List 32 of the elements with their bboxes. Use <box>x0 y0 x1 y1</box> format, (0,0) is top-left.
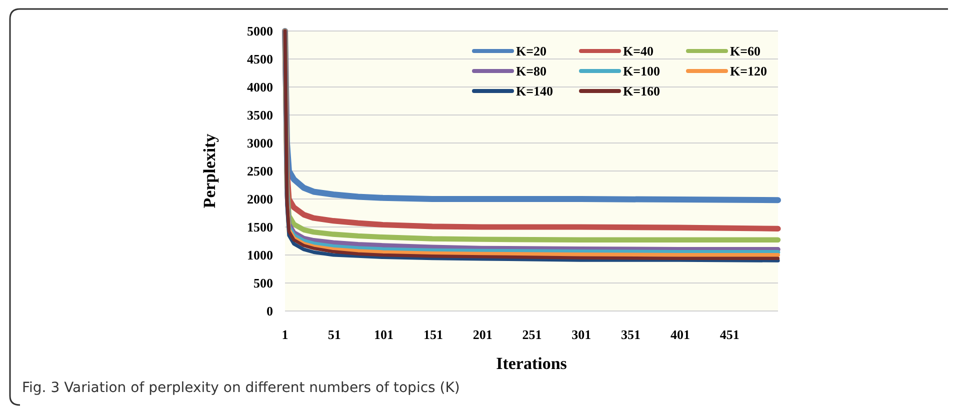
y-axis-title: Perplexity <box>200 133 219 208</box>
legend-label: K=40 <box>623 44 654 59</box>
y-tick-label: 1500 <box>247 220 273 235</box>
x-tick-label: 1 <box>282 327 288 342</box>
x-tick-label: 451 <box>720 327 740 342</box>
x-tick-label: 151 <box>423 327 443 342</box>
x-tick-label: 351 <box>621 327 641 342</box>
caption: Fig. 3 Variation of perplexity on different numbers of topics (K) <box>22 380 460 396</box>
y-tick-label: 4500 <box>247 52 273 67</box>
y-tick-label: 3500 <box>247 108 273 123</box>
y-tick-label: 5000 <box>247 24 273 39</box>
y-tick-label: 2000 <box>247 192 273 207</box>
legend-label: K=60 <box>730 44 761 59</box>
x-tick-label: 251 <box>522 327 542 342</box>
x-tick-label: 51 <box>328 327 341 342</box>
x-tick-label: 301 <box>572 327 592 342</box>
legend-label: K=100 <box>623 64 660 79</box>
x-tick-label: 201 <box>472 327 492 342</box>
y-tick-label: 4000 <box>247 80 273 95</box>
legend-label: K=140 <box>516 84 554 99</box>
y-tick-label: 3000 <box>247 136 273 151</box>
legend-label: K=160 <box>623 84 660 99</box>
y-tick-label: 1000 <box>247 248 273 263</box>
x-tick-label: 401 <box>670 327 690 342</box>
legend-label: K=80 <box>516 64 547 79</box>
x-tick-label: 101 <box>374 327 394 342</box>
y-tick-label: 0 <box>266 304 273 319</box>
x-axis-title: Iterations <box>496 354 568 373</box>
legend-label: K=20 <box>516 44 547 59</box>
y-tick-label: 2500 <box>247 164 273 179</box>
y-tick-label: 500 <box>254 276 273 291</box>
legend-label: K=120 <box>730 64 768 79</box>
